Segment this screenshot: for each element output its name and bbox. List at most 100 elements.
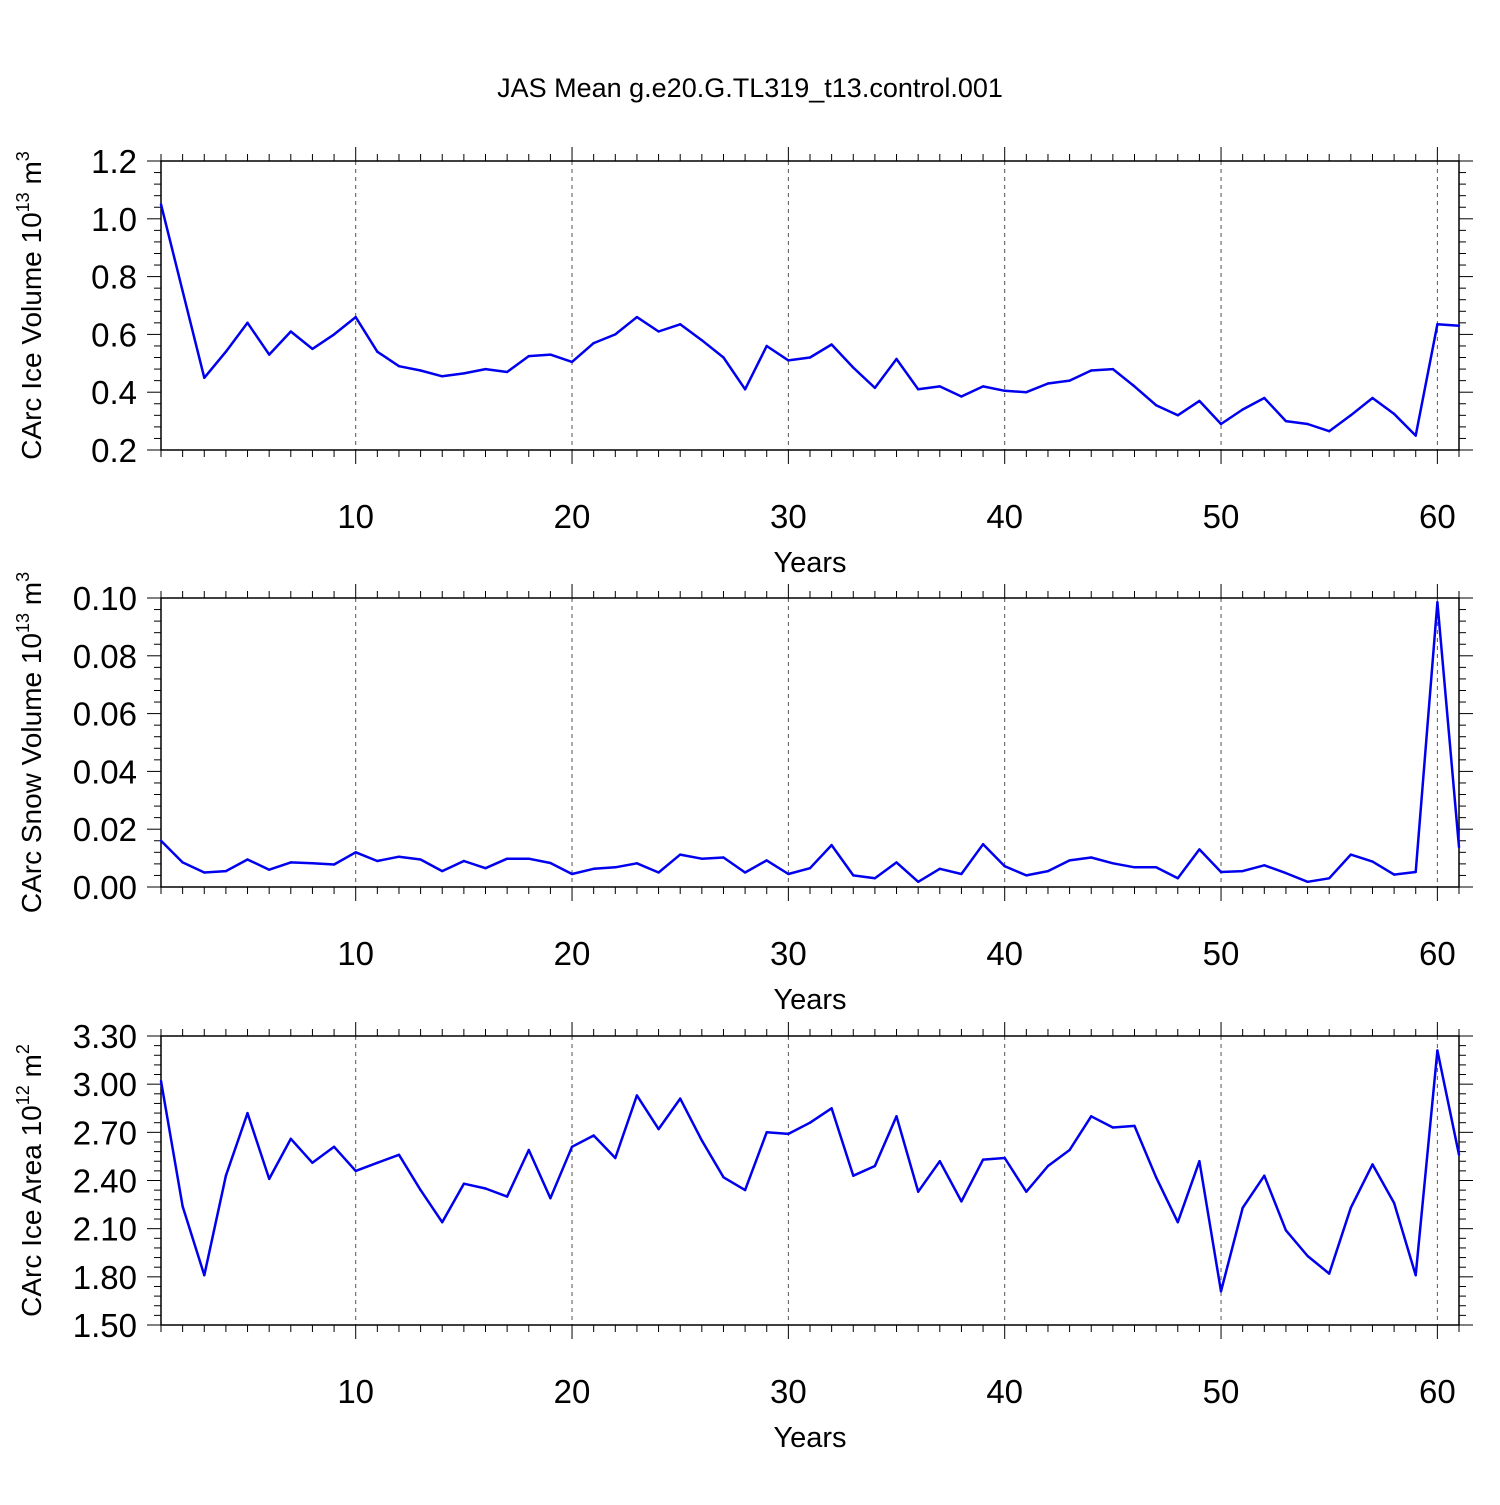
data-point bbox=[1371, 396, 1374, 400]
data-point bbox=[1068, 379, 1071, 382]
y-axis-label: CArc Ice Area 1012 m2 bbox=[13, 1044, 47, 1317]
data-point bbox=[765, 1131, 768, 1134]
data-point bbox=[1263, 1174, 1266, 1177]
data-point bbox=[1176, 414, 1180, 417]
data-point bbox=[1068, 859, 1071, 862]
data-point bbox=[570, 872, 574, 876]
data-point bbox=[311, 347, 314, 351]
data-point bbox=[1133, 1124, 1136, 1128]
y-tick-label: 2.70 bbox=[73, 1114, 137, 1151]
data-point bbox=[700, 857, 703, 860]
data-point bbox=[1133, 385, 1136, 388]
data-point bbox=[332, 863, 336, 866]
data-point bbox=[808, 356, 812, 359]
data-point bbox=[679, 1097, 682, 1100]
data-point bbox=[354, 1169, 357, 1173]
data-point bbox=[1306, 422, 1309, 426]
data-point bbox=[895, 357, 898, 361]
data-point bbox=[1371, 1163, 1374, 1166]
data-point bbox=[873, 1164, 877, 1168]
data-point bbox=[981, 1158, 985, 1161]
y-tick-label: 0.10 bbox=[73, 580, 137, 617]
data-point bbox=[224, 350, 228, 353]
data-point bbox=[1176, 877, 1180, 880]
data-point bbox=[1306, 880, 1309, 883]
data-point bbox=[159, 1079, 163, 1083]
y-axis-label: CArc Snow Volume 1013 m3 bbox=[13, 572, 47, 913]
data-point bbox=[376, 350, 379, 353]
data-point bbox=[787, 1132, 790, 1136]
data-point bbox=[1436, 1049, 1439, 1052]
data-point bbox=[765, 344, 768, 348]
x-tick-label: 40 bbox=[986, 1373, 1023, 1410]
data-point bbox=[441, 1221, 444, 1224]
data-point bbox=[181, 289, 184, 293]
x-tick-label: 40 bbox=[986, 935, 1023, 972]
data-point bbox=[852, 874, 855, 877]
data-point bbox=[505, 1195, 509, 1198]
data-point bbox=[895, 1115, 898, 1118]
y-tick-label: 0.08 bbox=[73, 638, 137, 675]
data-point bbox=[1263, 396, 1266, 400]
data-point bbox=[1457, 324, 1461, 327]
data-point bbox=[917, 1190, 920, 1193]
data-point bbox=[873, 877, 877, 880]
data-point bbox=[981, 385, 985, 388]
data-point bbox=[376, 859, 379, 863]
data-point bbox=[1263, 864, 1266, 867]
data-point bbox=[441, 869, 444, 873]
data-point bbox=[635, 862, 639, 865]
data-point bbox=[700, 1139, 703, 1142]
plot-frame bbox=[160, 160, 1460, 451]
data-point bbox=[419, 1188, 422, 1192]
data-point bbox=[203, 871, 206, 874]
data-point bbox=[1284, 419, 1288, 423]
data-point bbox=[873, 386, 877, 390]
data-point bbox=[895, 861, 898, 864]
data-point bbox=[1457, 845, 1461, 849]
data-point bbox=[743, 388, 747, 391]
x-tick-label: 10 bbox=[337, 1373, 374, 1410]
data-point bbox=[311, 862, 314, 865]
data-point bbox=[1328, 1272, 1331, 1275]
data-point bbox=[1457, 1153, 1461, 1157]
data-point bbox=[1371, 860, 1374, 863]
y-tick-label: 0.04 bbox=[73, 753, 137, 790]
data-point bbox=[570, 360, 574, 364]
y-tick-label: 0.02 bbox=[73, 811, 137, 848]
y-tick-label: 2.40 bbox=[73, 1163, 137, 1200]
data-point bbox=[354, 851, 357, 854]
data-point bbox=[1306, 1254, 1309, 1258]
data-point bbox=[679, 853, 682, 856]
data-point bbox=[246, 858, 249, 861]
data-point bbox=[1219, 870, 1223, 874]
data-point bbox=[1154, 866, 1158, 869]
y-tick-label: 1.80 bbox=[73, 1259, 137, 1296]
y-tick-label: 0.06 bbox=[73, 696, 137, 733]
y-tick-label: 1.2 bbox=[91, 143, 137, 180]
data-point bbox=[1111, 1126, 1115, 1129]
data-point bbox=[1198, 399, 1201, 403]
x-tick-label: 10 bbox=[337, 935, 374, 972]
y-tick-label: 0.6 bbox=[91, 316, 137, 353]
data-point bbox=[917, 388, 920, 391]
data-point bbox=[981, 843, 985, 846]
data-point bbox=[181, 861, 184, 864]
data-point bbox=[743, 1188, 747, 1192]
data-point bbox=[787, 872, 790, 876]
data-point bbox=[1392, 873, 1396, 876]
y-axis-label: CArc Ice Volume 1013 m3 bbox=[13, 151, 47, 460]
data-point bbox=[1241, 869, 1244, 873]
data-point bbox=[484, 867, 487, 870]
data-point bbox=[527, 1148, 530, 1152]
data-point bbox=[289, 1137, 292, 1141]
data-point bbox=[181, 1205, 184, 1208]
data-point bbox=[852, 1174, 855, 1177]
data-point bbox=[397, 855, 401, 858]
panel-2: 0.00 0.02 0.04 0.06 0.08 0.10 10 20 30 40 50 60 Year… bbox=[13, 572, 1473, 1016]
data-point bbox=[830, 343, 833, 346]
data-point bbox=[1046, 382, 1050, 385]
data-point bbox=[527, 354, 530, 358]
